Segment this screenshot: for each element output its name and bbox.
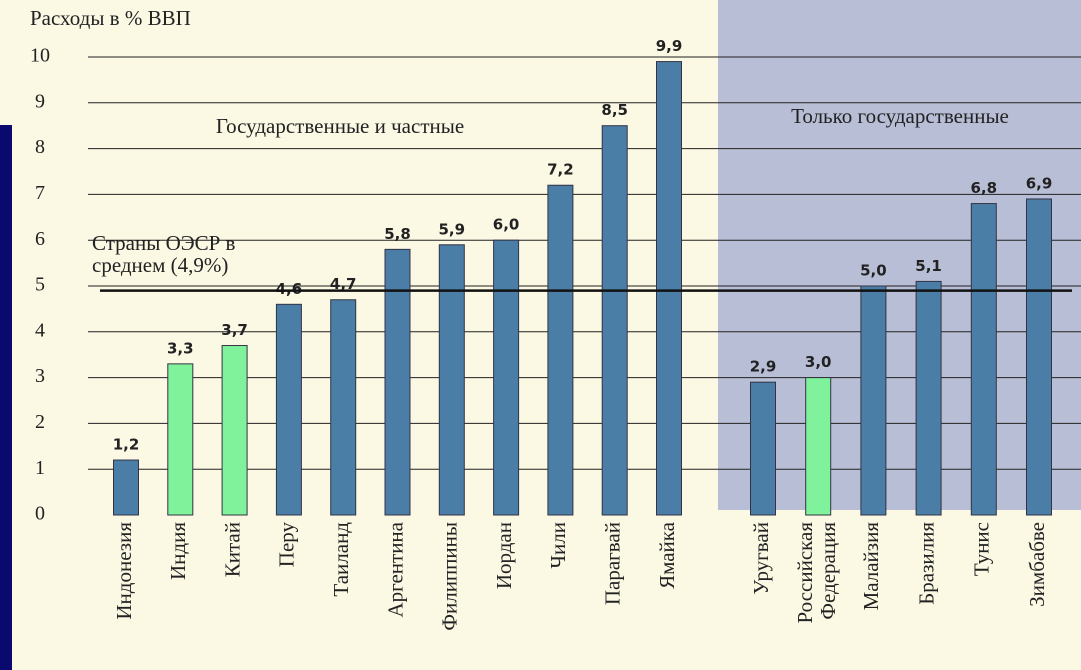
bar <box>438 244 465 516</box>
y-tick-label: 5 <box>35 274 45 296</box>
x-tick-label: Иордан <box>492 522 516 589</box>
reference-label: Страны ОЭСР в среднем (4,9%) <box>92 231 236 277</box>
bar <box>493 239 520 516</box>
bar <box>1026 198 1052 516</box>
x-tick-label: Филиппины <box>438 522 462 631</box>
bar <box>330 299 357 516</box>
x-tick-label: Аргентина <box>383 521 407 617</box>
x-tick-label: Таиланд <box>329 522 353 597</box>
y-tick-label: 3 <box>35 365 45 387</box>
x-tick-label: Бразилия <box>914 522 938 605</box>
group-label: Только государственные <box>791 104 1009 128</box>
y-tick-label: 2 <box>35 411 45 433</box>
x-tick-label: Перу <box>275 522 299 568</box>
x-tick-label: Ямайка <box>655 521 679 589</box>
bar <box>805 377 832 516</box>
bar <box>275 303 302 516</box>
bar <box>656 61 682 516</box>
group-label: Государственные и частные <box>216 114 464 138</box>
value-label: 7,2 <box>547 161 574 179</box>
bar <box>547 184 574 516</box>
value-label: 4,6 <box>276 280 303 298</box>
value-label: 4,7 <box>330 275 357 293</box>
bar <box>601 125 628 516</box>
value-label: 6,8 <box>971 179 998 197</box>
bar <box>970 203 997 516</box>
x-tick-label: Зимбабве <box>1025 522 1049 607</box>
y-tick-label: 0 <box>35 503 45 525</box>
value-label: 6,0 <box>493 216 520 234</box>
x-tick-label: РоссийскаяФедерация <box>793 522 840 624</box>
bar <box>384 248 411 516</box>
x-tick-label: Китай <box>220 522 244 577</box>
bar <box>113 459 139 516</box>
bar <box>221 345 248 516</box>
state-only-region <box>718 0 1081 510</box>
bar <box>860 285 887 516</box>
x-tick-label: Малайзия <box>859 522 883 611</box>
value-label: 5,1 <box>915 257 942 275</box>
x-tick-label: Тунис <box>970 522 994 576</box>
value-label: 1,2 <box>113 436 140 454</box>
value-label: 8,5 <box>601 101 628 119</box>
bar <box>167 363 194 516</box>
y-tick-label: 9 <box>35 90 45 112</box>
value-label: 5,8 <box>384 225 411 243</box>
value-label: 9,9 <box>656 37 683 55</box>
x-tick-label: Индия <box>166 522 190 580</box>
value-label: 3,3 <box>167 339 194 357</box>
value-label: 5,0 <box>860 262 887 280</box>
y-tick-label: 10 <box>30 45 50 67</box>
y-tick-label: 7 <box>35 182 45 204</box>
value-label: 3,0 <box>805 353 832 371</box>
y-tick-label: 4 <box>35 319 45 341</box>
value-label: 5,9 <box>439 220 466 238</box>
value-label: 6,9 <box>1026 174 1053 192</box>
y-axis-label: Расходы в % ВВП <box>30 6 191 30</box>
x-tick-label: Уругвай <box>749 522 773 595</box>
bar <box>915 280 942 516</box>
x-tick-label: Индонезия <box>112 522 136 620</box>
side-strip <box>0 125 12 670</box>
value-label: 2,9 <box>750 358 777 376</box>
y-tick-label: 8 <box>35 136 45 158</box>
y-tick-label: 1 <box>35 457 45 479</box>
x-tick-label: Парагвай <box>601 522 625 605</box>
y-tick-label: 6 <box>35 228 45 250</box>
value-label: 3,7 <box>221 321 248 339</box>
bar <box>750 381 776 516</box>
x-tick-label: Чили <box>546 522 570 569</box>
